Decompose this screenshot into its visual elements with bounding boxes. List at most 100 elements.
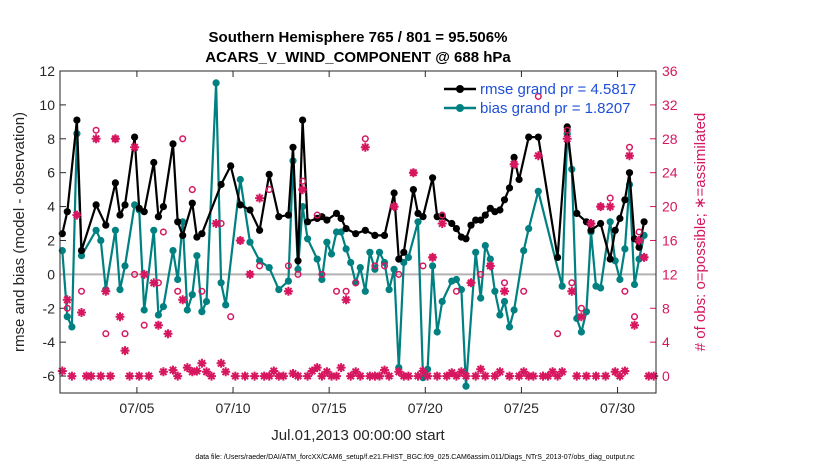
bias-point <box>597 284 605 292</box>
rmse-point <box>275 213 283 221</box>
rmse-point <box>640 218 648 226</box>
obs-possible-marker <box>131 270 139 278</box>
obs-assimilated-marker <box>255 193 265 203</box>
obs-assimilated-marker <box>139 269 149 279</box>
bias-point <box>486 255 494 263</box>
obs-assimilated-marker <box>221 367 231 377</box>
bias-point <box>462 382 470 390</box>
obs-assimilated-marker <box>413 371 423 381</box>
rmse-point <box>154 213 162 221</box>
obs-assimilated-marker <box>514 371 524 381</box>
obs-possible-marker <box>174 287 182 295</box>
rmse-point <box>554 253 562 261</box>
obs-possible-marker <box>361 135 369 143</box>
rmse-point <box>452 225 460 233</box>
bias-point <box>150 226 158 234</box>
x-tick-label: 07/15 <box>312 400 347 416</box>
bias-point <box>275 286 283 294</box>
bias-point <box>202 297 211 306</box>
obs-assimilated-marker <box>173 371 183 381</box>
obs-possible-marker <box>121 330 129 338</box>
y2-tick-label: 28 <box>662 131 678 147</box>
obs-assimilated-marker <box>163 329 173 339</box>
obs-assimilated-marker <box>168 365 178 375</box>
rmse-point <box>625 169 634 177</box>
legend-bias-label: bias grand pr = 1.8207 <box>480 100 631 117</box>
obs-assimilated-marker <box>245 269 255 279</box>
obs-assimilated-marker <box>375 371 384 381</box>
obs-possible-marker <box>352 279 360 287</box>
y2-tick-label: 8 <box>662 300 670 316</box>
obs-possible-marker <box>577 304 585 312</box>
obs-assimilated-marker <box>639 252 649 262</box>
y-tick-label: -2 <box>43 300 56 316</box>
obs-assimilated-marker <box>351 367 361 377</box>
obs-assimilated-marker <box>581 371 591 381</box>
y2-tick-label: 24 <box>662 165 678 181</box>
bias-point <box>558 282 566 290</box>
obs-assimilated-marker <box>533 151 543 161</box>
obs-assimilated-marker <box>211 219 221 228</box>
rmse-point <box>467 221 475 229</box>
obs-assimilated-marker <box>461 371 471 381</box>
obs-assimilated-marker <box>77 308 86 317</box>
y-tick-label: 12 <box>39 63 55 79</box>
obs-assimilated-marker <box>644 371 654 381</box>
rmse-point <box>217 180 225 189</box>
obs-possible-marker <box>477 270 485 278</box>
bias-point <box>472 248 480 256</box>
bias-point <box>414 218 422 226</box>
y2-tick-label: 32 <box>662 97 678 113</box>
obs-assimilated-marker <box>370 371 380 381</box>
obs-possible-marker <box>554 330 562 338</box>
obs-assimilated-marker <box>312 363 322 373</box>
rmse-point <box>342 225 350 233</box>
obs-assimilated-marker <box>456 367 466 377</box>
bias-point <box>438 297 446 306</box>
bias-point <box>477 294 485 302</box>
obs-assimilated-marker <box>303 371 313 381</box>
rmse-point <box>265 170 273 178</box>
rmse-point <box>611 226 619 234</box>
obs-possible-marker <box>159 228 167 236</box>
bias-point <box>621 245 629 253</box>
obs-assimilated-marker <box>576 312 586 322</box>
bias-point <box>318 275 326 284</box>
rmse-point <box>256 226 264 234</box>
bias-point <box>327 250 336 258</box>
rmse-point <box>500 196 509 204</box>
obs-possible-marker <box>625 143 634 151</box>
y-tick-label: 0 <box>47 266 55 282</box>
rmse-point <box>352 230 360 238</box>
rmse-point <box>92 201 100 209</box>
x-tick-label: 07/25 <box>504 400 539 416</box>
bias-point <box>169 247 177 255</box>
y-tick-label: 2 <box>47 232 55 248</box>
obs-assimilated-marker <box>264 371 274 381</box>
obs-assimilated-marker <box>72 210 82 220</box>
bias-point <box>92 226 100 234</box>
rmse-point <box>606 255 614 263</box>
bias-point <box>121 262 129 270</box>
obs-assimilated-marker <box>485 261 495 271</box>
obs-assimilated-marker <box>86 371 96 381</box>
obs-assimilated-marker <box>207 371 216 381</box>
bias-point <box>198 308 206 316</box>
rmse-point <box>409 186 417 194</box>
obs-assimilated-marker <box>572 371 582 381</box>
rmse-point <box>116 211 124 219</box>
obs-assimilated-marker <box>216 358 226 368</box>
obs-assimilated-marker <box>519 367 529 377</box>
obs-possible-marker <box>500 279 509 287</box>
obs-assimilated-marker <box>553 371 563 381</box>
obs-assimilated-marker <box>317 371 327 381</box>
obs-possible-marker <box>419 262 427 270</box>
bias-point <box>174 275 182 284</box>
obs-possible-marker <box>284 262 292 270</box>
obs-assimilated-marker <box>230 371 240 381</box>
rmse-point <box>371 231 379 239</box>
bias-point <box>496 311 504 319</box>
bias-point <box>390 265 398 273</box>
obs-assimilated-marker <box>471 371 481 381</box>
obs-assimilated-marker <box>500 286 509 296</box>
